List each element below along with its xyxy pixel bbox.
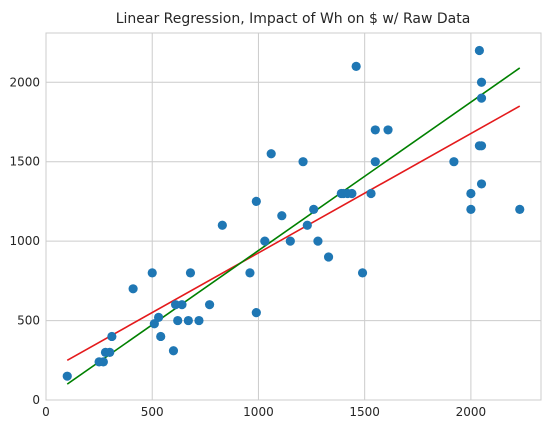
data-point	[383, 125, 393, 135]
data-point	[309, 204, 319, 214]
data-point	[177, 300, 187, 310]
x-tick-label: 0	[42, 405, 50, 419]
x-tick-label: 2000	[456, 405, 487, 419]
data-point	[168, 346, 179, 356]
y-tick-label: 1500	[9, 155, 40, 169]
data-point	[245, 268, 255, 278]
data-point	[266, 149, 276, 159]
data-point	[370, 125, 380, 135]
data-point	[217, 220, 227, 230]
data-point	[298, 157, 308, 167]
data-point	[170, 300, 181, 310]
chart-title: Linear Regression, Impact of Wh on $ w/ …	[116, 11, 471, 27]
data-point	[251, 196, 261, 207]
y-tick-label: 1000	[9, 234, 40, 248]
regression-lines	[66, 67, 521, 385]
data-point	[62, 371, 72, 381]
data-point	[366, 188, 376, 199]
x-tick-label: 1500	[349, 405, 380, 419]
x-tick-label: 1000	[243, 405, 274, 419]
data-point	[466, 188, 476, 199]
tick-labels: 0 500 1000 1500 2000 0 500 1000 1500 2000	[9, 75, 486, 419]
data-point	[370, 157, 380, 167]
data-point	[98, 357, 108, 367]
data-point	[204, 300, 215, 310]
data-point	[156, 331, 166, 342]
data-point	[476, 93, 487, 103]
data-point	[302, 220, 312, 230]
data-point	[357, 268, 368, 278]
data-point	[194, 315, 204, 326]
plot-area	[45, 32, 542, 401]
data-point	[147, 268, 157, 278]
data-point	[323, 252, 334, 262]
regression-line-green	[66, 67, 521, 385]
data-point	[251, 308, 261, 318]
y-tick-label: 0	[32, 393, 40, 407]
data-point	[260, 236, 270, 246]
data-point	[105, 347, 115, 357]
data-point	[128, 284, 138, 294]
data-point	[466, 204, 476, 214]
data-point	[185, 268, 196, 278]
data-point	[285, 236, 295, 246]
data-point	[449, 157, 459, 167]
data-point	[173, 315, 183, 326]
data-point	[107, 331, 117, 342]
data-point	[474, 45, 484, 56]
data-point	[347, 188, 357, 199]
gridlines	[45, 33, 541, 401]
data-points	[62, 45, 525, 381]
y-tick-label: 2000	[9, 75, 40, 89]
data-point	[476, 77, 487, 87]
data-point	[277, 211, 287, 221]
data-point	[476, 179, 487, 189]
x-tick-label: 500	[141, 405, 164, 419]
data-point	[476, 141, 487, 151]
data-point	[351, 61, 361, 71]
y-tick-label: 500	[17, 314, 40, 328]
data-point	[515, 204, 525, 214]
data-point	[313, 236, 323, 246]
data-point	[153, 312, 164, 322]
data-point	[183, 315, 193, 326]
regression-line-red	[66, 105, 521, 361]
